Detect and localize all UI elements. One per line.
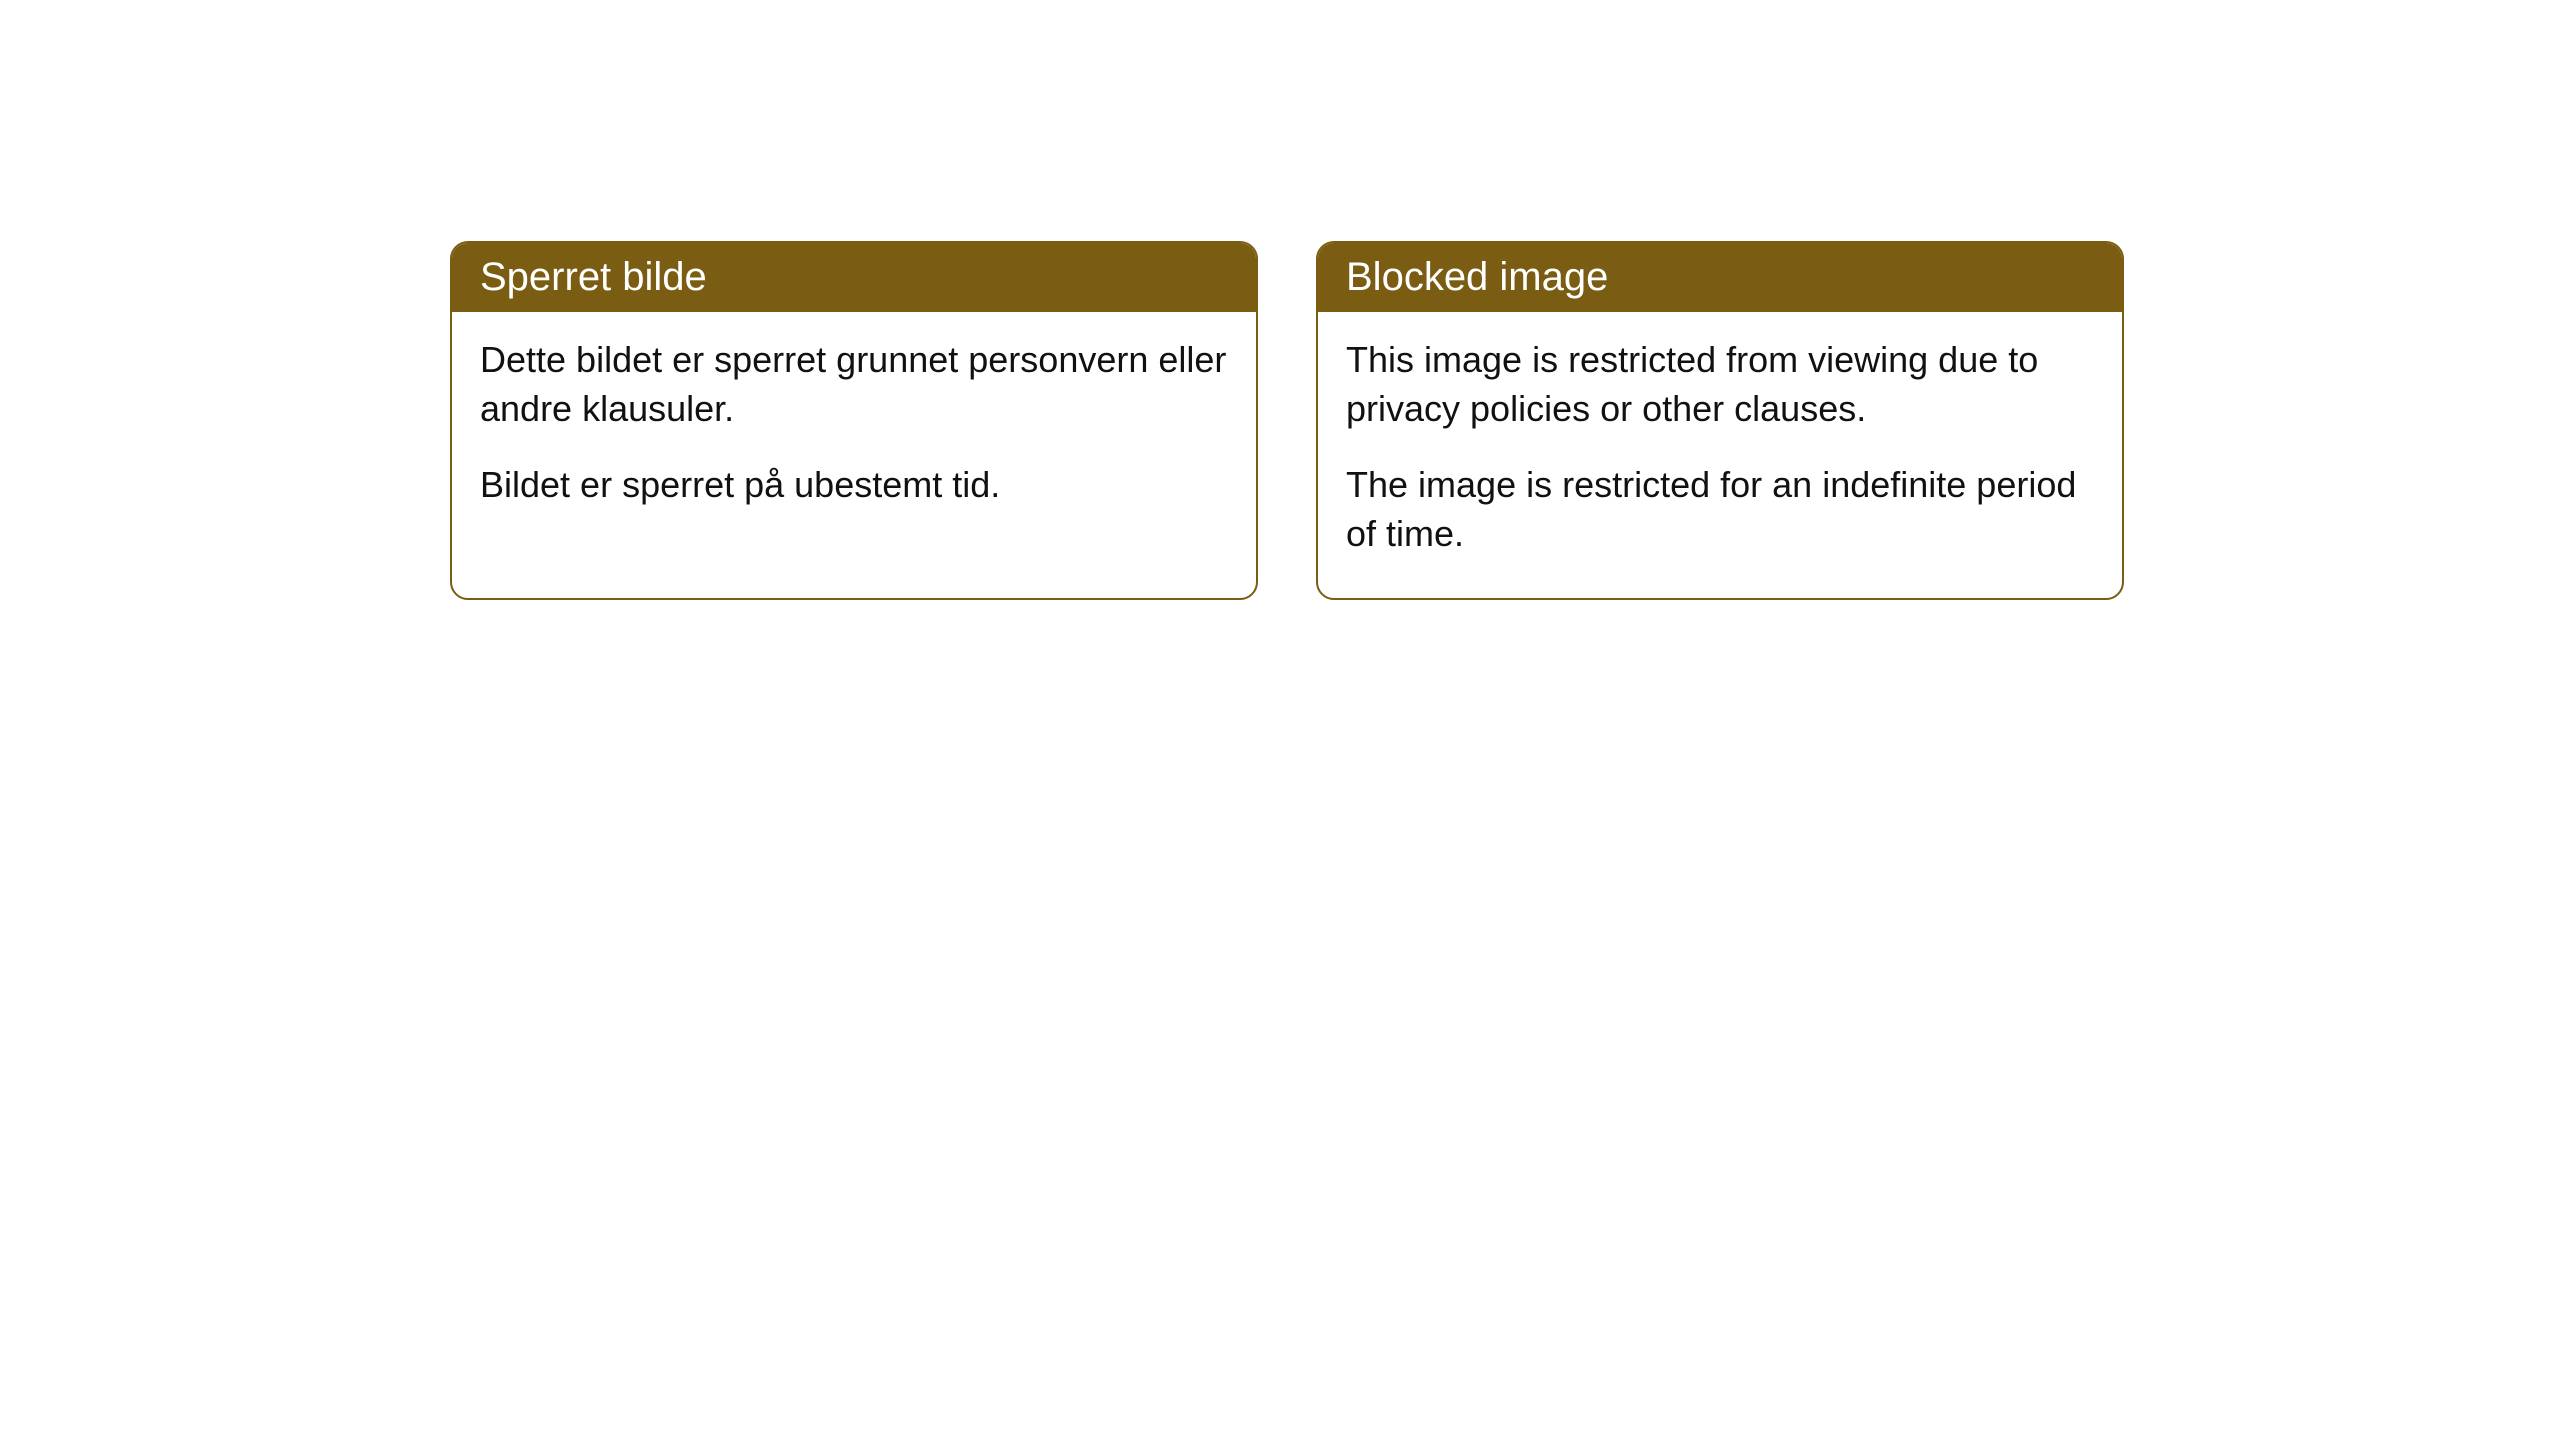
card-title: Blocked image — [1346, 255, 1608, 299]
card-paragraph: The image is restricted for an indefinit… — [1346, 461, 2094, 558]
card-body: Dette bildet er sperret grunnet personve… — [452, 312, 1256, 550]
card-title: Sperret bilde — [480, 255, 707, 299]
card-body: This image is restricted from viewing du… — [1318, 312, 2122, 598]
notice-card-norwegian: Sperret bilde Dette bildet er sperret gr… — [450, 241, 1258, 600]
card-header: Sperret bilde — [452, 243, 1256, 312]
card-paragraph: Dette bildet er sperret grunnet personve… — [480, 336, 1228, 433]
card-paragraph: This image is restricted from viewing du… — [1346, 336, 2094, 433]
card-header: Blocked image — [1318, 243, 2122, 312]
notice-cards-container: Sperret bilde Dette bildet er sperret gr… — [450, 241, 2124, 600]
card-paragraph: Bildet er sperret på ubestemt tid. — [480, 461, 1228, 510]
notice-card-english: Blocked image This image is restricted f… — [1316, 241, 2124, 600]
